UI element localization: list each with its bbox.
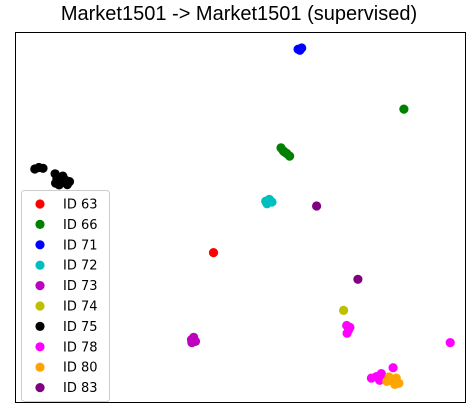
point-id-78-3 <box>345 322 355 332</box>
point-id-72-3 <box>262 199 272 209</box>
point-id-78-4 <box>388 363 398 373</box>
legend: ID 63 ID 66 ID 71 ID 72 ID 73 ID 74 ID 75 ID 78… <box>21 190 110 402</box>
legend-label-id-73: ID 73 <box>63 279 98 294</box>
legend-label-id-83: ID 83 <box>63 381 98 396</box>
legend-marker-id-74 <box>35 301 45 311</box>
legend-label-id-80: ID 80 <box>63 361 98 376</box>
legend-marker-id-73 <box>35 281 45 291</box>
point-id-83-0 <box>312 201 322 211</box>
legend-marker-id-72 <box>35 260 45 270</box>
point-id-75-10 <box>62 180 72 190</box>
chart-title: Market1501 -> Market1501 (supervised) <box>61 3 417 25</box>
legend-label-id-63: ID 63 <box>63 198 98 213</box>
legend-marker-id-80 <box>35 362 45 372</box>
point-id-74-0 <box>339 305 349 315</box>
points-layer <box>30 43 455 389</box>
point-id-78-10 <box>375 375 385 385</box>
point-id-66-0 <box>399 104 409 114</box>
plot-frame <box>15 32 466 403</box>
point-id-66-5 <box>280 147 290 157</box>
legend-label-id-78: ID 78 <box>63 340 98 355</box>
point-id-75-11 <box>51 178 61 188</box>
legend-label-id-75: ID 75 <box>63 320 98 335</box>
legend-label-id-72: ID 72 <box>63 259 98 274</box>
legend-marker-id-71 <box>35 240 45 250</box>
legend-marker-id-66 <box>35 219 45 229</box>
point-id-78-5 <box>445 338 455 348</box>
point-id-73-3 <box>187 338 197 348</box>
legend-label-id-66: ID 66 <box>63 218 98 233</box>
point-id-63-0 <box>208 248 219 258</box>
point-id-80-5 <box>384 372 394 382</box>
legend-marker-id-78 <box>35 342 45 352</box>
point-id-80-6 <box>390 379 400 389</box>
point-id-71-2 <box>295 45 305 55</box>
point-id-75-8 <box>58 171 68 181</box>
legend-marker-id-83 <box>35 383 45 393</box>
legend-label-id-71: ID 71 <box>63 238 98 253</box>
point-id-75-2 <box>38 163 48 173</box>
legend-label-id-74: ID 74 <box>63 300 98 315</box>
legend-marker-id-63 <box>35 199 45 209</box>
point-id-83-1 <box>353 274 363 284</box>
legend-marker-id-75 <box>35 321 45 331</box>
